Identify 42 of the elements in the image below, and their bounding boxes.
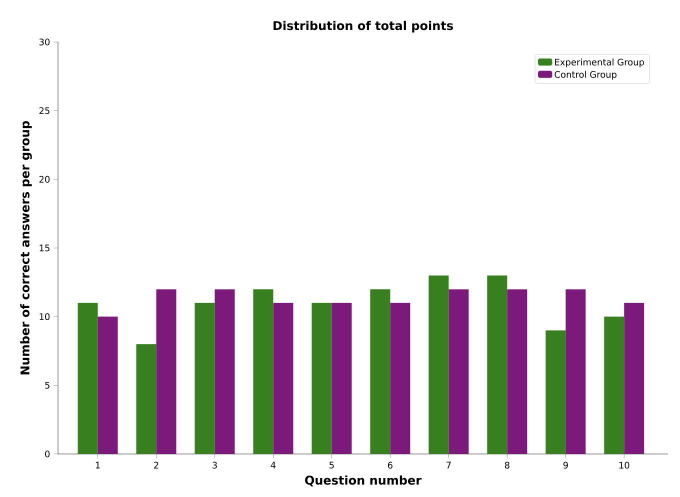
bar (546, 330, 566, 454)
bar (487, 275, 508, 454)
y-tick-label: 0 (45, 450, 50, 458)
x-tick-label: 3 (212, 462, 217, 469)
y-tick-label: 15 (40, 244, 50, 252)
y-tick-label: 5 (45, 382, 50, 389)
x-tick-label: 7 (446, 462, 451, 468)
bar (136, 344, 156, 454)
y-tick-label: 20 (39, 176, 50, 183)
bar (566, 289, 586, 454)
bar (214, 289, 235, 454)
bar (312, 302, 332, 454)
bar (428, 275, 449, 454)
x-tick-label: 5 (330, 462, 334, 468)
x-tick-label: 9 (563, 462, 568, 469)
chart-title: Distribution of total points (274, 20, 453, 32)
bar (507, 289, 528, 454)
x-tick-label: 1 (96, 462, 100, 468)
y-tick-label: 30 (39, 38, 50, 46)
bar (273, 302, 294, 454)
legend-label: Control Group (554, 70, 617, 80)
x-tick-label: 2 (154, 462, 158, 468)
bar (448, 289, 469, 454)
x-axis-title: Question number (305, 475, 422, 486)
y-axis-title: Number of correct answers per group (20, 121, 32, 374)
x-tick-label: 8 (504, 462, 510, 469)
bar (98, 316, 118, 454)
bar (156, 289, 176, 454)
bar (604, 316, 624, 454)
bar (370, 289, 390, 454)
legend-label: Experimental Group (555, 58, 644, 68)
bar (624, 302, 644, 454)
y-tick-label: 25 (39, 107, 50, 114)
bar (78, 302, 98, 454)
y-tick-label: 10 (40, 313, 50, 320)
bar (194, 302, 215, 454)
bar (332, 302, 352, 454)
x-tick-label: 6 (388, 462, 392, 469)
x-tick-label: 10 (619, 462, 630, 469)
x-tick-label: 4 (270, 462, 276, 468)
bar (253, 289, 274, 454)
bar (390, 302, 410, 454)
